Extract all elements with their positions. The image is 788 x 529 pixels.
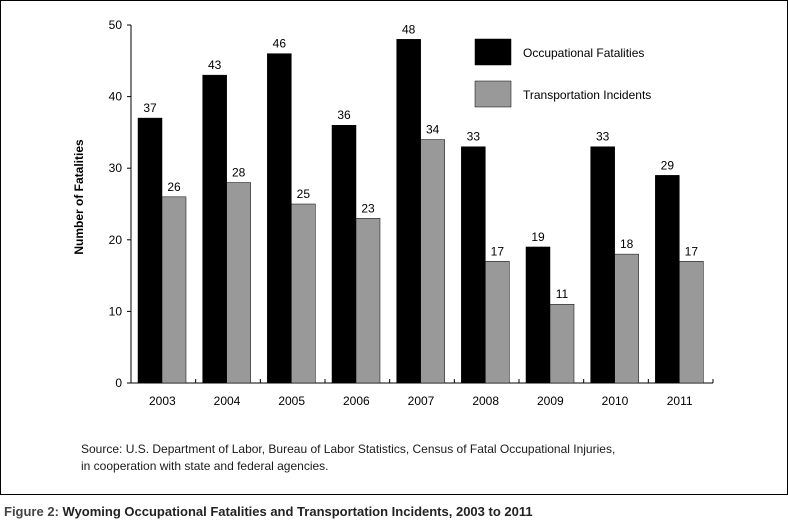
bar-transportation-incidents — [355, 218, 381, 384]
legend-swatch — [474, 80, 512, 108]
bar-transportation-incidents — [679, 261, 704, 384]
bar-transportation-incidents — [549, 303, 575, 384]
source-line: in cooperation with state and federal ag… — [81, 459, 329, 473]
y-tick-label: 40 — [109, 90, 123, 104]
data-label: 46 — [273, 37, 287, 51]
bar-occupational-fatalities — [461, 146, 486, 384]
data-label: 25 — [297, 187, 311, 201]
chart-legend: Occupational Fatalities Transportation In… — [474, 38, 651, 108]
bar-transportation-incidents — [226, 182, 251, 384]
y-tick-label: 0 — [115, 376, 122, 390]
data-label: 17 — [491, 244, 505, 258]
data-label: 48 — [402, 22, 416, 36]
x-tick-label: 2009 — [537, 394, 564, 408]
data-label: 28 — [232, 166, 246, 180]
bar-transportation-incidents — [614, 253, 639, 384]
bar-occupational-fatalities — [267, 53, 292, 384]
data-label: 43 — [208, 58, 222, 72]
caption-label: Figure 2: — [4, 504, 59, 519]
bar-occupational-fatalities — [525, 246, 551, 384]
bar-occupational-fatalities — [202, 74, 227, 384]
bar-occupational-fatalities — [331, 124, 357, 384]
bar-occupational-fatalities — [396, 39, 421, 384]
figure-caption: Figure 2: Wyoming Occupational Fatalitie… — [4, 504, 533, 519]
bar-transportation-incidents — [485, 261, 510, 384]
bar-occupational-fatalities — [655, 175, 680, 384]
x-tick-label: 2007 — [408, 394, 435, 408]
y-tick-label: 30 — [109, 161, 123, 175]
x-tick-label: 2011 — [667, 394, 693, 408]
source-note: Source: U.S. Department of Labor, Bureau… — [81, 441, 761, 475]
figure-frame: 0 10 20 30 40 50 2003 2004 2005 2006 2007 2008 2009 2… — [0, 0, 788, 495]
bar-transportation-incidents — [420, 139, 445, 384]
data-label: 11 — [556, 287, 569, 301]
y-tick-label: 20 — [109, 233, 123, 247]
bar-chart: 0 10 20 30 40 50 2003 2004 2005 2006 2007 2008 2009 2… — [72, 18, 714, 408]
data-label: 17 — [685, 244, 699, 258]
chart-bars — [137, 39, 704, 384]
data-label: 33 — [596, 130, 610, 144]
data-label: 37 — [143, 101, 157, 115]
y-axis-label: Number of Fatalities — [72, 139, 86, 255]
data-label: 23 — [361, 201, 375, 215]
data-label: 36 — [337, 108, 351, 122]
data-label: 18 — [620, 237, 634, 251]
x-tick-label: 2004 — [214, 394, 241, 408]
source-line: Source: U.S. Department of Labor, Bureau… — [81, 442, 616, 456]
legend-label: Transportation Incidents — [523, 88, 651, 102]
data-label: 34 — [426, 123, 440, 137]
bar-transportation-incidents — [161, 196, 187, 384]
chart-data-labels: 37 26 43 28 46 25 36 23 48 34 33 17 19 11 33 18 29 17 — [143, 22, 698, 301]
chart-axes: 0 10 20 30 40 50 2003 2004 2005 2006 2007 2008 2009 2… — [109, 18, 714, 408]
x-tick-label: 2010 — [602, 394, 629, 408]
bar-transportation-incidents — [291, 203, 316, 384]
x-tick-label: 2003 — [149, 394, 176, 408]
data-label: 29 — [661, 158, 675, 172]
data-label: 19 — [531, 230, 545, 244]
legend-label: Occupational Fatalities — [523, 46, 644, 60]
legend-swatch — [474, 38, 512, 66]
x-tick-label: 2008 — [472, 394, 499, 408]
caption-title: Wyoming Occupational Fatalities and Tran… — [62, 504, 533, 519]
y-tick-label: 10 — [109, 304, 123, 318]
x-tick-label: 2005 — [278, 394, 305, 408]
data-label: 33 — [467, 130, 481, 144]
x-tick-label: 2006 — [343, 394, 370, 408]
data-label: 26 — [167, 180, 181, 194]
bar-occupational-fatalities — [137, 117, 163, 384]
y-tick-label: 50 — [109, 18, 123, 32]
bar-occupational-fatalities — [590, 146, 615, 384]
